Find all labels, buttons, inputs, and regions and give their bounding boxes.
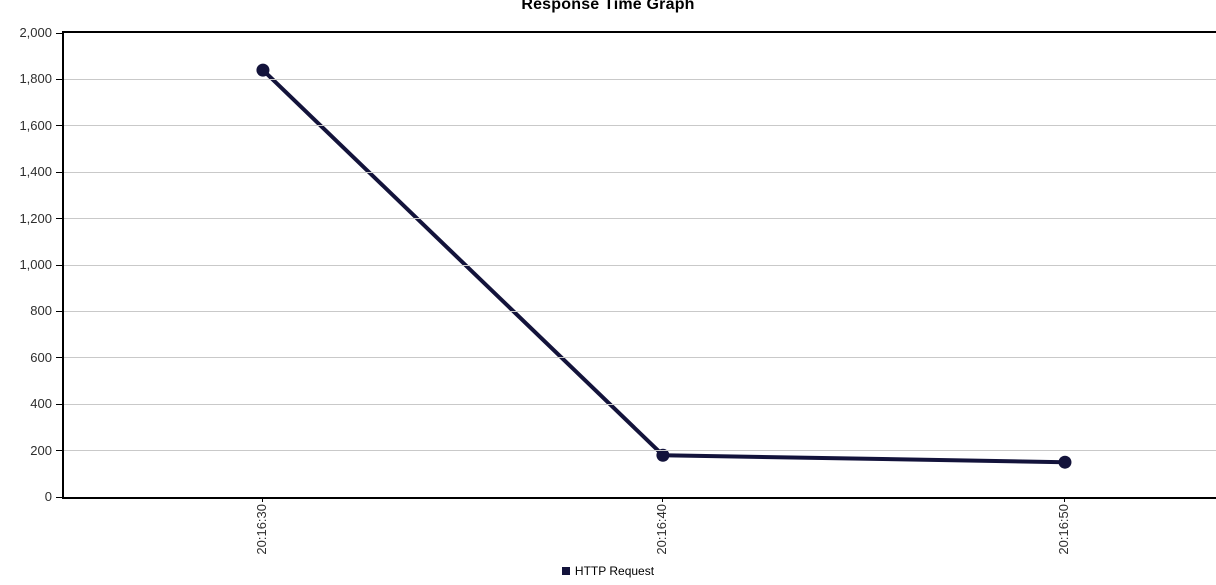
x-tick — [262, 497, 264, 502]
chart-title: Response Time Graph — [521, 0, 695, 13]
legend-label: HTTP Request — [574, 564, 655, 578]
y-tick — [56, 403, 62, 405]
y-axis-tick-label: 800 — [30, 303, 52, 319]
y-axis-tick-label: 600 — [30, 349, 52, 365]
x-tick — [1064, 497, 1066, 502]
y-axis-tick-label: 400 — [30, 396, 52, 412]
y-axis-tick-label: 2,000 — [19, 25, 52, 40]
y-gridline — [64, 171, 1216, 173]
y-axis-tick-label: 1,200 — [19, 210, 52, 226]
y-tick — [56, 32, 62, 34]
x-axis-tick-label: 20:16:50 — [1055, 504, 1071, 555]
y-tick — [56, 78, 62, 80]
y-gridline — [64, 357, 1216, 359]
y-axis-tick-label: 0 — [44, 489, 52, 504]
y-axis-tick-label: 1,600 — [19, 117, 52, 133]
y-axis-tick-label: 1,000 — [19, 257, 52, 272]
y-tick — [56, 218, 62, 220]
y-tick — [56, 310, 62, 312]
y-axis-tick-label: 200 — [30, 442, 52, 458]
y-gridline — [64, 403, 1216, 405]
legend-swatch-icon — [561, 567, 570, 575]
plot-area — [62, 31, 1216, 499]
x-axis-tick-label: 20:16:30 — [253, 504, 269, 555]
x-tick — [662, 497, 664, 502]
y-tick — [56, 357, 62, 359]
y-axis-tick-label: 1,800 — [19, 71, 52, 87]
data-point-marker — [656, 448, 670, 462]
data-point-marker — [256, 63, 270, 77]
y-tick — [56, 171, 62, 173]
y-tick — [56, 450, 62, 452]
x-axis-tick-label: 20:16:40 — [653, 504, 669, 555]
y-gridline — [64, 310, 1216, 312]
series-line-svg — [256, 63, 1072, 469]
y-tick — [56, 264, 62, 266]
y-tick — [56, 125, 62, 127]
y-gridline — [64, 264, 1216, 266]
y-gridline — [64, 78, 1216, 80]
data-point-marker — [1058, 455, 1072, 469]
y-axis-tick-label: 1,400 — [19, 164, 52, 180]
legend: HTTP Request — [0, 564, 1216, 578]
y-gridline — [64, 450, 1216, 452]
y-tick — [56, 496, 62, 498]
y-gridline — [64, 218, 1216, 220]
y-gridline — [64, 125, 1216, 127]
